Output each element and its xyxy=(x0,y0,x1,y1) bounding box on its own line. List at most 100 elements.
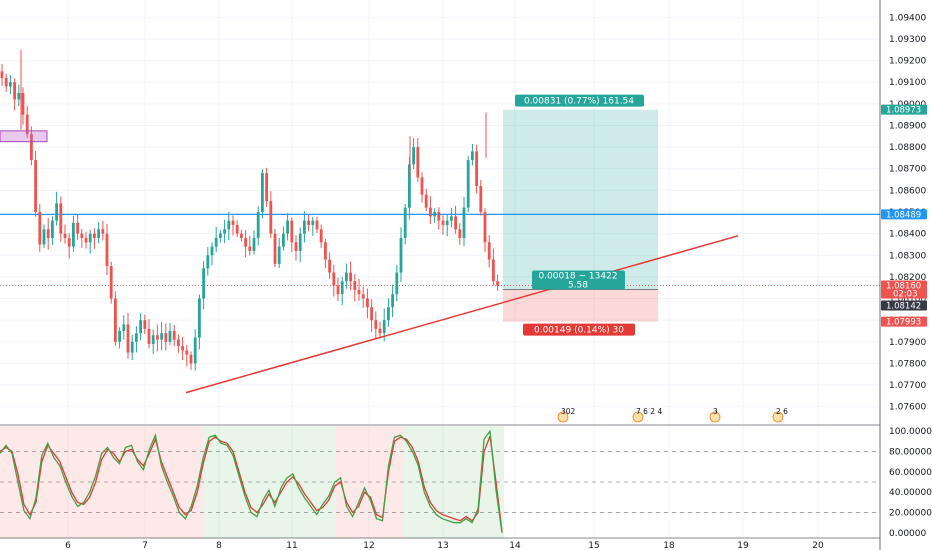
candle xyxy=(475,144,478,194)
price-tick-label: 1.08300 xyxy=(889,251,926,261)
event-flag-icon xyxy=(709,411,721,423)
candle xyxy=(156,324,159,352)
event-flag-icon xyxy=(772,411,784,423)
price-tag xyxy=(881,209,927,220)
osc-tick-label: 100.00000 xyxy=(889,427,932,437)
event-marker[interactable]: 7 6 2 4 xyxy=(632,407,662,423)
osc-tick-label: 80.00000 xyxy=(889,447,932,457)
candle xyxy=(164,323,168,351)
candle xyxy=(38,203,42,252)
candle xyxy=(265,167,268,207)
candle-body xyxy=(433,212,436,217)
candle xyxy=(290,217,294,253)
osc-zone-green xyxy=(403,426,504,538)
candle xyxy=(160,321,163,351)
candle xyxy=(307,215,310,232)
event-flag-icon xyxy=(632,411,644,423)
candle xyxy=(147,319,151,349)
candle-body xyxy=(80,233,84,238)
candle xyxy=(340,276,344,306)
candle-body xyxy=(198,298,201,338)
candle xyxy=(21,87,25,125)
event-marker[interactable]: 3 xyxy=(709,407,721,423)
candle-body xyxy=(319,229,323,243)
candle xyxy=(244,230,247,258)
candle xyxy=(437,207,441,230)
entry-label-line2: 5.58 xyxy=(568,280,588,290)
candle-body xyxy=(126,324,130,353)
candle xyxy=(496,274,499,291)
candle xyxy=(25,105,29,139)
candle-body xyxy=(210,246,214,256)
candle xyxy=(374,311,378,340)
candle xyxy=(206,246,210,276)
candle-body xyxy=(429,207,432,217)
candle-body xyxy=(462,207,466,238)
candle xyxy=(429,196,432,225)
candle xyxy=(198,294,201,350)
candle-body xyxy=(88,233,92,243)
candle xyxy=(391,284,394,318)
candle xyxy=(487,235,491,268)
candle xyxy=(80,229,84,248)
price-tick-label: 1.09300 xyxy=(889,35,926,45)
time-tick-label: 8 xyxy=(216,541,222,550)
candle xyxy=(466,156,470,213)
event-label: 3 xyxy=(713,407,718,416)
candle xyxy=(63,224,67,244)
candle xyxy=(248,236,252,256)
candle xyxy=(227,211,231,241)
profit-zone xyxy=(503,109,658,290)
price-tag xyxy=(881,280,927,299)
candle xyxy=(55,191,58,226)
candle xyxy=(336,277,340,302)
candle xyxy=(454,205,457,235)
candle xyxy=(353,274,357,302)
candle-body xyxy=(231,220,235,225)
candle-body xyxy=(13,82,16,100)
position-labels: 0.00831 (0.77%) 161.54 0.00018 ~ 134225.5… xyxy=(515,94,644,336)
candle-body xyxy=(412,147,415,165)
candle-body xyxy=(378,328,382,334)
candle-body xyxy=(454,216,457,230)
candle-body xyxy=(143,320,147,329)
candlestick-series xyxy=(0,49,499,371)
oscillator-axis[interactable]: 100.00000 80.00000 60.00000 40.00000 20.0000… xyxy=(889,427,932,539)
candle-body xyxy=(93,233,96,238)
candle xyxy=(450,207,453,228)
candle xyxy=(118,327,121,349)
candle xyxy=(286,213,289,241)
price-level-lines xyxy=(0,213,880,286)
drawings[interactable] xyxy=(0,130,739,394)
event-marker[interactable]: 302 xyxy=(557,407,576,423)
candle xyxy=(424,188,428,212)
candle-body xyxy=(479,186,483,212)
candle xyxy=(324,238,327,269)
candle-body xyxy=(135,333,138,342)
profit-label: 0.00831 (0.77%) 161.54 xyxy=(524,97,634,107)
event-marker[interactable]: 2 6 xyxy=(772,407,788,423)
candle xyxy=(88,229,92,254)
price-tag xyxy=(881,316,927,327)
candle-body xyxy=(84,237,88,243)
time-tick-label: 7 xyxy=(142,541,148,550)
osc-tick-label: 20.00000 xyxy=(889,509,932,519)
candle xyxy=(189,351,193,370)
time-axis[interactable]: 6 7 8 11 12 13 14 15 18 19 20 xyxy=(65,541,824,550)
event-label: 302 xyxy=(561,407,576,416)
candle xyxy=(403,203,407,245)
candle-body xyxy=(189,354,193,364)
event-label: 7 6 2 4 xyxy=(636,407,662,416)
main-grid xyxy=(0,0,880,424)
economic-events[interactable]: 302 7 6 2 4 3 2 6 xyxy=(557,407,788,423)
candle-body xyxy=(303,220,306,234)
candle-body xyxy=(416,147,420,178)
candle-body xyxy=(122,324,126,331)
candle-body xyxy=(17,93,21,100)
candle xyxy=(30,126,33,166)
candle xyxy=(387,298,390,327)
candle-body xyxy=(223,229,226,234)
candle xyxy=(105,223,109,275)
price-tick-label: 1.08100 xyxy=(889,295,926,305)
